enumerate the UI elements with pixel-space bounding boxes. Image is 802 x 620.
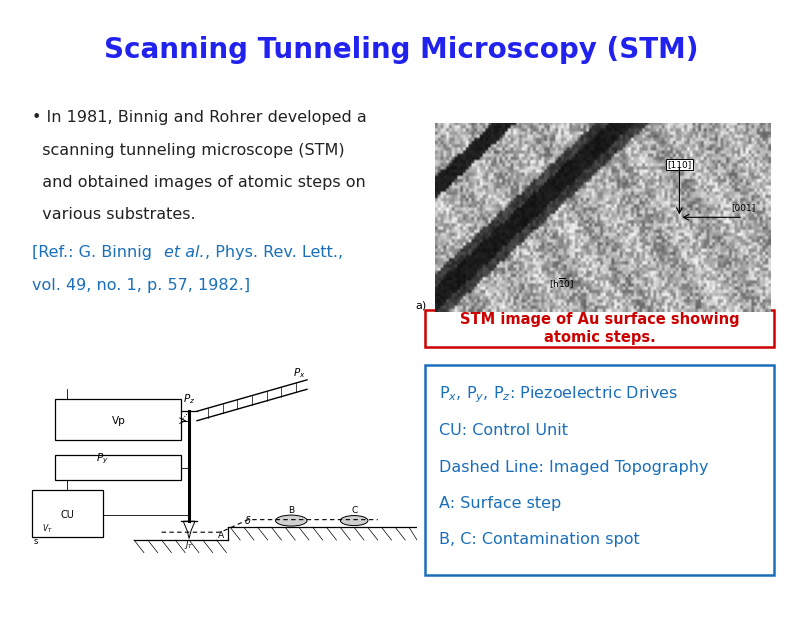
Text: CU: Control Unit: CU: Control Unit <box>439 423 569 438</box>
Text: and obtained images of atomic steps on: and obtained images of atomic steps on <box>32 175 366 190</box>
Text: B, C: Contamination spot: B, C: Contamination spot <box>439 532 640 547</box>
Text: STM image of Au surface showing
atomic steps.: STM image of Au surface showing atomic s… <box>460 312 739 345</box>
Polygon shape <box>183 521 195 539</box>
Bar <box>32 490 103 537</box>
Bar <box>55 455 181 480</box>
Text: CU: CU <box>60 510 75 520</box>
Text: a): a) <box>415 300 427 310</box>
FancyBboxPatch shape <box>425 365 774 575</box>
Text: vol. 49, no. 1, p. 57, 1982.]: vol. 49, no. 1, p. 57, 1982.] <box>32 278 250 293</box>
Ellipse shape <box>340 516 368 526</box>
Text: B: B <box>288 506 294 515</box>
Text: • In 1981, Binnig and Rohrer developed a: • In 1981, Binnig and Rohrer developed a <box>32 110 367 125</box>
Text: various substrates.: various substrates. <box>32 207 196 222</box>
Text: $P_z$: $P_z$ <box>183 392 195 405</box>
Text: P$_x$, P$_y$, P$_z$: Piezoelectric Drives: P$_x$, P$_y$, P$_z$: Piezoelectric Drive… <box>439 384 678 405</box>
Text: [Ref.: G. Binnig: [Ref.: G. Binnig <box>32 246 157 260</box>
Text: , Phys. Rev. Lett.,: , Phys. Rev. Lett., <box>205 246 342 260</box>
Text: Vp: Vp <box>111 415 125 426</box>
Text: Scanning Tunneling Microscopy (STM): Scanning Tunneling Microscopy (STM) <box>103 35 699 64</box>
Ellipse shape <box>276 515 307 526</box>
Text: [h$\overline{1}$0]: [h$\overline{1}$0] <box>549 277 575 291</box>
Text: $P_x$: $P_x$ <box>293 366 306 381</box>
Text: $J_T$: $J_T$ <box>184 538 194 551</box>
Text: [110]: [110] <box>667 160 691 169</box>
Text: [001]: [001] <box>731 203 755 213</box>
Text: s: s <box>34 537 38 546</box>
Text: Dashed Line: Imaged Topography: Dashed Line: Imaged Topography <box>439 459 709 474</box>
Text: A: A <box>217 531 224 540</box>
Bar <box>55 399 181 440</box>
Text: scanning tunneling microscope (STM): scanning tunneling microscope (STM) <box>32 143 345 157</box>
Text: C: C <box>351 506 357 515</box>
FancyBboxPatch shape <box>425 310 774 347</box>
Text: et al.: et al. <box>164 246 205 260</box>
Text: $V_T$: $V_T$ <box>43 523 53 535</box>
Text: A: Surface step: A: Surface step <box>439 496 561 511</box>
Text: $\delta$: $\delta$ <box>245 513 252 526</box>
Text: $P_y$: $P_y$ <box>96 451 109 466</box>
